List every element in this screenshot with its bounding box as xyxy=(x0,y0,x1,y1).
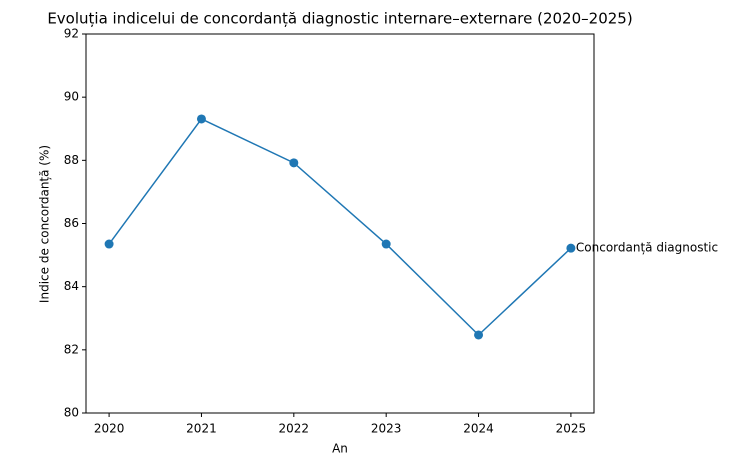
point xyxy=(104,239,114,249)
point xyxy=(566,243,576,253)
x-tick-label: 2022 xyxy=(279,422,310,436)
x-tick-label: 2025 xyxy=(556,422,587,436)
point xyxy=(289,158,299,168)
y-axis-label: Indice de concordanță (%) xyxy=(38,145,52,303)
y-tick-label: 80 xyxy=(64,406,79,420)
plot-frame xyxy=(85,33,595,414)
point xyxy=(381,239,391,249)
x-tick-label: 2023 xyxy=(371,422,402,436)
y-tick-label: 82 xyxy=(64,342,79,356)
point xyxy=(474,330,484,340)
x-axis-label: An xyxy=(332,442,348,456)
y-tick-label: 92 xyxy=(64,27,79,41)
x-tick-label: 2024 xyxy=(463,422,494,436)
x-tick-label: 2020 xyxy=(94,422,125,436)
y-tick-label: 88 xyxy=(64,153,79,167)
point xyxy=(196,114,206,124)
series-line xyxy=(108,118,572,337)
y-tick-label: 90 xyxy=(64,90,79,104)
series-label: Concordanță diagnostic xyxy=(576,241,718,255)
chart-title: Evoluția indicelui de concordanță diagno… xyxy=(47,10,632,28)
y-tick-label: 84 xyxy=(64,279,79,293)
y-tick-label: 86 xyxy=(64,216,79,230)
x-tick-label: 2021 xyxy=(186,422,217,436)
